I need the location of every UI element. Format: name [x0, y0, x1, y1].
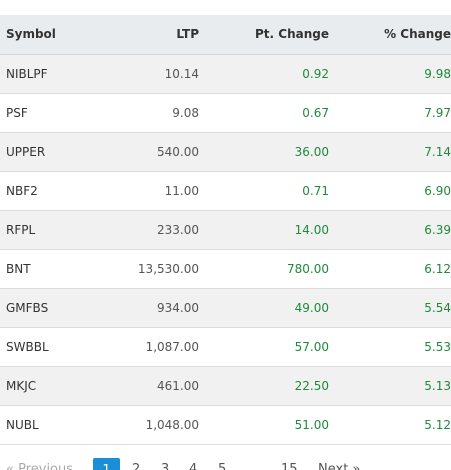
cell-ltp: 10.14	[80, 54, 205, 94]
table-row: BNT 13,530.00 780.00 6.12	[0, 249, 451, 289]
cell-symbol[interactable]: NBF2	[0, 171, 80, 211]
header-pct-change[interactable]: % Change	[335, 15, 451, 55]
table-row: NBF2 11.00 0.71 6.90	[0, 171, 451, 211]
page-link-last[interactable]: 15	[281, 462, 298, 470]
table-row: RFPL 233.00 14.00 6.39	[0, 210, 451, 250]
cell-pct-change: 6.90	[335, 171, 451, 211]
cell-pt-change: 51.00	[205, 405, 335, 445]
cell-pct-change: 6.12	[335, 249, 451, 289]
cell-pt-change: 780.00	[205, 249, 335, 289]
stock-table: Symbol LTP Pt. Change % Change NIBLPF 10…	[0, 15, 451, 445]
cell-ltp: 233.00	[80, 210, 205, 250]
next-page-link[interactable]: Next »	[318, 462, 361, 470]
page-link-5[interactable]: 5	[218, 462, 227, 470]
cell-pt-change: 0.71	[205, 171, 335, 211]
cell-ltp: 1,087.00	[80, 327, 205, 367]
pagination: « Previous 1 2 3 4 5 ... 15 Next »	[0, 458, 451, 470]
table-header: Symbol LTP Pt. Change % Change	[0, 15, 451, 55]
table-row: NUBL 1,048.00 51.00 5.12	[0, 405, 451, 445]
cell-symbol[interactable]: MKJC	[0, 366, 80, 406]
pagination-ellipsis: ...	[247, 462, 260, 470]
cell-pct-change: 5.54	[335, 288, 451, 328]
header-ltp[interactable]: LTP	[80, 15, 205, 55]
cell-pt-change: 57.00	[205, 327, 335, 367]
table-row: UPPER 540.00 36.00 7.14	[0, 132, 451, 172]
cell-pct-change: 7.97	[335, 93, 451, 133]
cell-ltp: 1,048.00	[80, 405, 205, 445]
cell-pt-change: 14.00	[205, 210, 335, 250]
table-body: NIBLPF 10.14 0.92 9.98 PSF 9.08 0.67 7.9…	[0, 54, 451, 445]
cell-pct-change: 9.98	[335, 54, 451, 94]
cell-pt-change: 49.00	[205, 288, 335, 328]
cell-symbol[interactable]: BNT	[0, 249, 80, 289]
page-link-1[interactable]: 1	[93, 458, 120, 470]
cell-pct-change: 5.53	[335, 327, 451, 367]
cell-ltp: 540.00	[80, 132, 205, 172]
cell-pt-change: 22.50	[205, 366, 335, 406]
cell-pt-change: 36.00	[205, 132, 335, 172]
cell-ltp: 11.00	[80, 171, 205, 211]
table-row: MKJC 461.00 22.50 5.13	[0, 366, 451, 406]
cell-symbol[interactable]: SWBBL	[0, 327, 80, 367]
cell-ltp: 461.00	[80, 366, 205, 406]
cell-symbol[interactable]: UPPER	[0, 132, 80, 172]
page-link-3[interactable]: 3	[161, 462, 170, 470]
cell-pt-change: 0.92	[205, 54, 335, 94]
page-link-4[interactable]: 4	[189, 462, 198, 470]
table-row: PSF 9.08 0.67 7.97	[0, 93, 451, 133]
cell-pct-change: 6.39	[335, 210, 451, 250]
header-row: Symbol LTP Pt. Change % Change	[0, 15, 451, 55]
cell-symbol[interactable]: GMFBS	[0, 288, 80, 328]
cell-symbol[interactable]: NIBLPF	[0, 54, 80, 94]
previous-page-link[interactable]: « Previous	[6, 462, 74, 470]
cell-pt-change: 0.67	[205, 93, 335, 133]
table-row: SWBBL 1,087.00 57.00 5.53	[0, 327, 451, 367]
cell-symbol[interactable]: RFPL	[0, 210, 80, 250]
cell-symbol[interactable]: PSF	[0, 93, 80, 133]
table-row: GMFBS 934.00 49.00 5.54	[0, 288, 451, 328]
cell-pct-change: 7.14	[335, 132, 451, 172]
cell-ltp: 9.08	[80, 93, 205, 133]
table-row: NIBLPF 10.14 0.92 9.98	[0, 54, 451, 94]
cell-symbol[interactable]: NUBL	[0, 405, 80, 445]
header-symbol[interactable]: Symbol	[0, 15, 80, 55]
page-link-2[interactable]: 2	[132, 462, 141, 470]
cell-ltp: 934.00	[80, 288, 205, 328]
cell-pct-change: 5.12	[335, 405, 451, 445]
cell-ltp: 13,530.00	[80, 249, 205, 289]
header-pt-change[interactable]: Pt. Change	[205, 15, 335, 55]
cell-pct-change: 5.13	[335, 366, 451, 406]
